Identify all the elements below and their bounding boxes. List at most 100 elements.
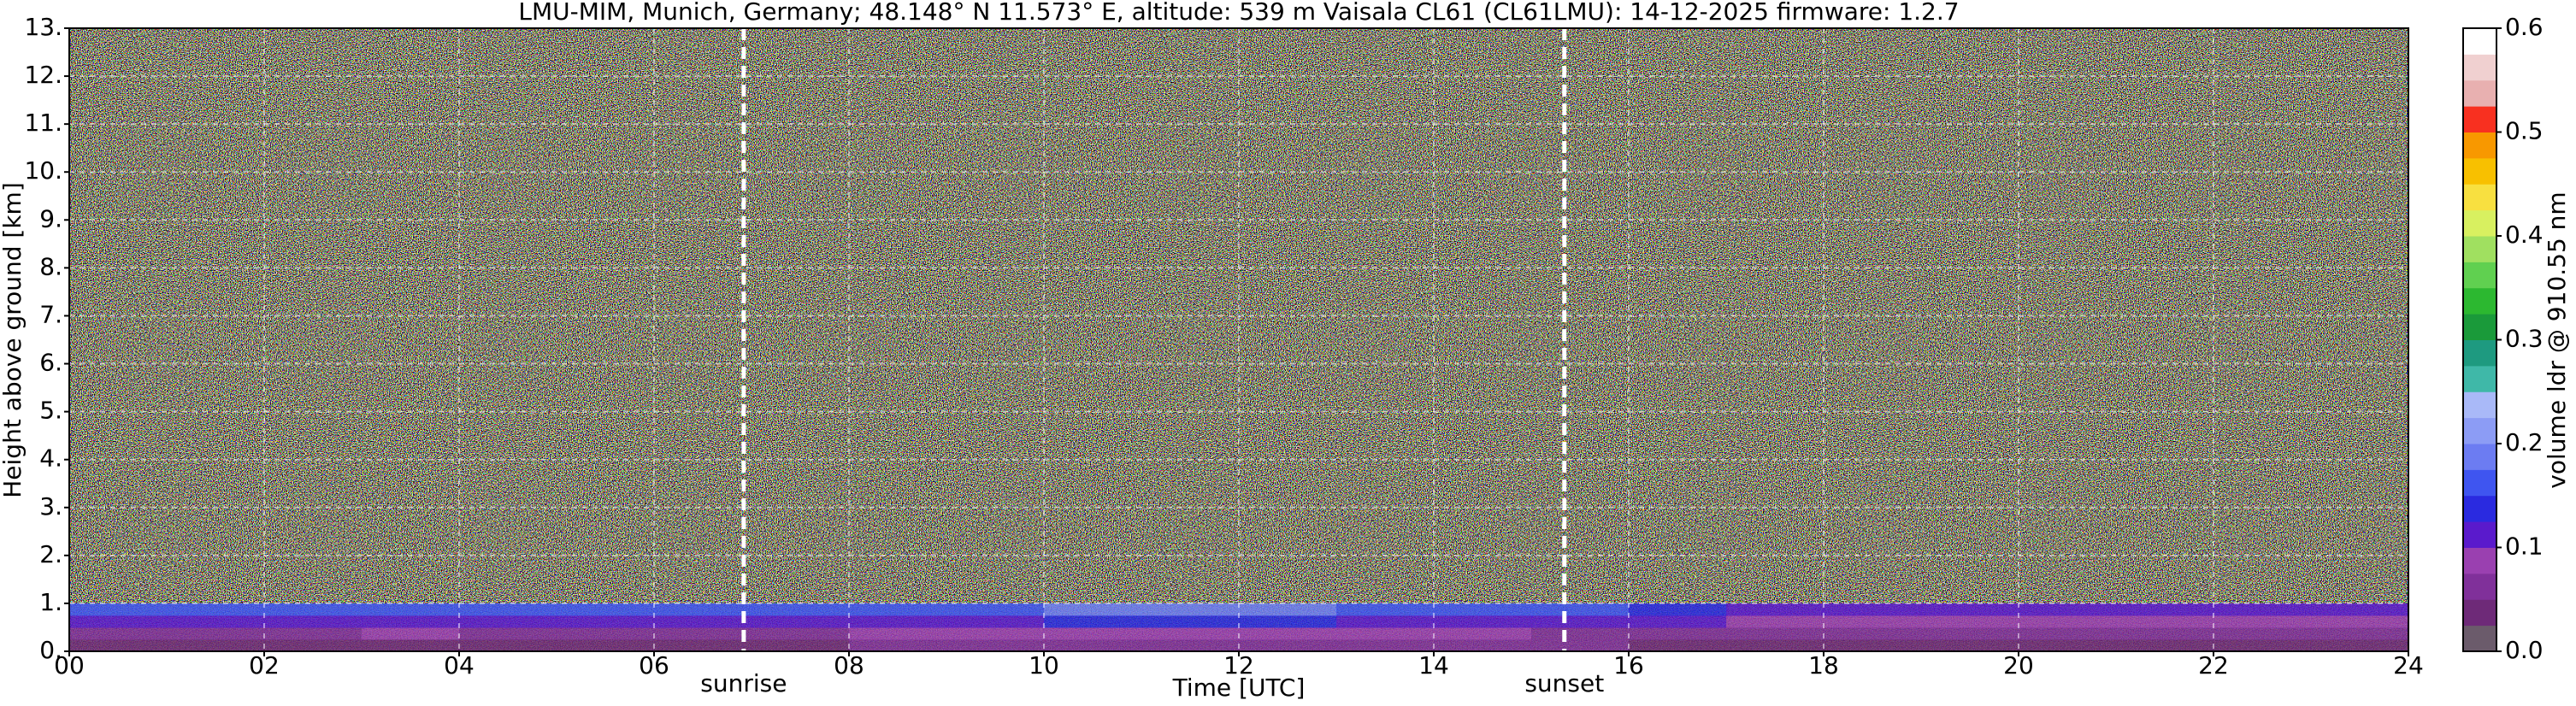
heatmap-cell bbox=[1044, 627, 1142, 640]
colorbar-swatch bbox=[2463, 236, 2496, 262]
heatmap-cell bbox=[654, 638, 752, 652]
colorbar-swatch bbox=[2463, 625, 2496, 652]
heatmap-cell bbox=[459, 603, 557, 616]
y-tick-label: 8. bbox=[39, 252, 62, 280]
heatmap-cell bbox=[1239, 615, 1337, 628]
heatmap-cell bbox=[1726, 603, 1824, 616]
heatmap-cell bbox=[1629, 638, 1727, 652]
colorbar-swatch bbox=[2463, 547, 2496, 574]
colorbar-tick-label: 0.6 bbox=[2505, 13, 2544, 41]
heatmap-cell bbox=[2311, 603, 2409, 616]
colorbar-swatch bbox=[2463, 262, 2496, 289]
plot-frame bbox=[68, 27, 2409, 652]
colorbar-swatch bbox=[2463, 132, 2496, 159]
heatmap-cell bbox=[946, 627, 1045, 640]
heatmap-cell bbox=[1531, 603, 1630, 616]
heatmap-cell bbox=[69, 638, 168, 652]
heatmap-cell bbox=[2019, 615, 2117, 628]
heatmap-cell bbox=[1336, 603, 1435, 616]
y-tick-label: 1. bbox=[39, 588, 62, 616]
heatmap-cell bbox=[167, 627, 265, 640]
heatmap-cell bbox=[557, 615, 655, 628]
y-tick-label: 6. bbox=[39, 349, 62, 377]
heatmap-cell bbox=[167, 638, 265, 652]
y-tick-label: 10. bbox=[24, 156, 62, 185]
heatmap-cell bbox=[362, 627, 460, 640]
colorbar-swatch bbox=[2463, 54, 2496, 81]
heatmap-cell bbox=[752, 615, 850, 628]
colorbar-swatch bbox=[2463, 184, 2496, 211]
heatmap-cell bbox=[1141, 638, 1240, 652]
colorbar-swatch bbox=[2463, 521, 2496, 548]
heatmap-cell bbox=[2019, 627, 2117, 640]
x-axis-label: Time [UTC] bbox=[1172, 674, 1306, 702]
heatmap-cell bbox=[1726, 627, 1824, 640]
heatmap-cell bbox=[2019, 603, 2117, 616]
heatmap-cell bbox=[1531, 627, 1630, 640]
heatmap-cell bbox=[362, 603, 460, 616]
y-tick-label: 5. bbox=[39, 397, 62, 425]
heatmap-cell bbox=[1824, 638, 1922, 652]
colorbar-swatch bbox=[2463, 573, 2496, 600]
heatmap-cell bbox=[2311, 638, 2409, 652]
y-tick-label: 11. bbox=[24, 109, 62, 137]
heatmap-cell bbox=[1434, 638, 1532, 652]
heatmap-cell bbox=[752, 603, 850, 616]
heatmap-cell bbox=[2213, 638, 2312, 652]
heatmap-cell bbox=[849, 638, 947, 652]
heatmap-cell bbox=[1336, 638, 1435, 652]
colorbar-swatch bbox=[2463, 314, 2496, 340]
heatmap-cell bbox=[557, 603, 655, 616]
colorbar-swatch bbox=[2463, 287, 2496, 315]
heatmap-cell bbox=[1921, 627, 2019, 640]
heatmap-cell bbox=[557, 638, 655, 652]
y-tick-label: 2. bbox=[39, 540, 62, 568]
y-tick-label: 4. bbox=[39, 444, 62, 473]
heatmap-cell bbox=[362, 615, 460, 628]
colorbar-swatch bbox=[2463, 79, 2496, 107]
heatmap-cell bbox=[264, 615, 363, 628]
colorbar-swatch bbox=[2463, 495, 2496, 522]
heatmap-cell bbox=[1336, 627, 1435, 640]
colorbar-swatch bbox=[2463, 28, 2496, 55]
colorbar-swatch bbox=[2463, 106, 2496, 132]
heatmap-cell bbox=[1239, 627, 1337, 640]
heatmap-cell bbox=[1824, 627, 1922, 640]
heatmap-cell bbox=[1824, 603, 1922, 616]
heatmap-cell bbox=[1336, 615, 1435, 628]
y-tick-label: 13. bbox=[24, 13, 62, 41]
heatmap-cell bbox=[2311, 615, 2409, 628]
heatmap-cell bbox=[264, 638, 363, 652]
colorbar-tick-label: 0.3 bbox=[2505, 325, 2544, 353]
y-axis-label: Height above ground [km] bbox=[0, 182, 27, 498]
heatmap-cell bbox=[1921, 603, 2019, 616]
colorbar-tick-label: 0.4 bbox=[2505, 221, 2544, 249]
colorbar-label: volume ldr @ 910.55 nm bbox=[2543, 191, 2571, 488]
heatmap-cell bbox=[264, 627, 363, 640]
heatmap-cell bbox=[752, 638, 850, 652]
chart-title: LMU-MIM, Munich, Germany; 48.148° N 11.5… bbox=[518, 0, 1959, 26]
heatmap-cell bbox=[1044, 638, 1142, 652]
colorbar-swatch bbox=[2463, 157, 2496, 185]
event-label: sunrise bbox=[700, 669, 787, 697]
heatmap-cell bbox=[654, 627, 752, 640]
y-tick-label: 0. bbox=[39, 636, 62, 664]
heatmap-cell bbox=[69, 627, 168, 640]
heatmap-cell bbox=[2116, 627, 2214, 640]
heatmap-cell bbox=[557, 627, 655, 640]
colorbar-swatch bbox=[2463, 365, 2496, 392]
heatmap-cell bbox=[2311, 627, 2409, 640]
heatmap-cell bbox=[654, 615, 752, 628]
heatmap-cell bbox=[849, 603, 947, 616]
heatmap-cell bbox=[1434, 615, 1532, 628]
heatmap-cell bbox=[2019, 638, 2117, 652]
heatmap-cell bbox=[2116, 603, 2214, 616]
heatmap-cell bbox=[1239, 603, 1337, 616]
heatmap-cell bbox=[1629, 627, 1727, 640]
heatmap-cell bbox=[946, 638, 1045, 652]
colorbar-swatch bbox=[2463, 417, 2496, 444]
colorbar-tick-label: 0.5 bbox=[2505, 117, 2544, 145]
heatmap-cell bbox=[69, 615, 168, 628]
heatmap-cell bbox=[459, 627, 557, 640]
